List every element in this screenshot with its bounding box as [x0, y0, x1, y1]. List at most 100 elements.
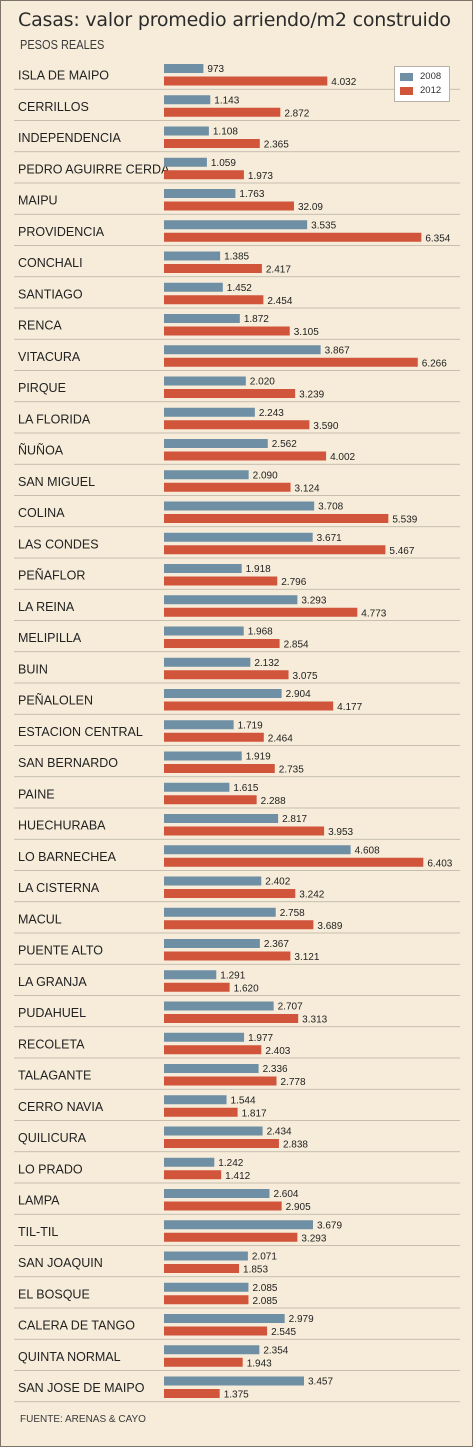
bar-2012-san-joaquin	[164, 1264, 240, 1273]
bar-2008-recoleta	[164, 1032, 245, 1042]
category-label-quinta-normal: QUINTA NORMAL	[18, 1350, 121, 1364]
category-label-san-jose-de-maipo: SAN JOSE DE MAIPO	[18, 1381, 145, 1395]
bar-2012-pudahuel	[164, 1014, 299, 1023]
value-label-2012-providencia: 6.354	[425, 233, 450, 244]
value-label-2008-isla-de-maipo: 973	[207, 64, 224, 75]
category-label-quilicura: QUILICURA	[18, 1131, 87, 1145]
bar-2012-nunoa	[164, 451, 327, 461]
value-label-2008-buin: 2.132	[254, 658, 279, 669]
bar-2012-quilicura	[164, 1139, 279, 1148]
value-label-2012-penaflor: 2.796	[281, 577, 306, 588]
bar-2012-melipilla	[164, 639, 280, 648]
value-label-2012-lo-prado: 1.412	[225, 1171, 250, 1182]
bar-2008-nunoa	[164, 439, 268, 448]
bar-2008-pudahuel	[164, 1001, 274, 1011]
value-label-2012-cerrillos: 2.872	[284, 108, 309, 119]
source-note: FUENTE: ARENAS & CAYO	[20, 1414, 146, 1425]
bar-2008-macul	[164, 907, 276, 917]
bar-2012-recoleta	[164, 1045, 262, 1055]
bar-2012-san-bernardo	[164, 764, 275, 773]
value-label-2008-cerrillos: 1.143	[214, 95, 239, 106]
bar-2008-la-granja	[164, 970, 217, 980]
value-label-2012-macul: 3.689	[317, 921, 342, 932]
legend-label-2012: 2012	[420, 85, 442, 96]
category-label-la-florida: LA FLORIDA	[18, 412, 91, 426]
value-label-2012-independencia: 2.365	[264, 140, 289, 151]
bar-2012-las-condes	[164, 545, 386, 555]
bar-2008-pedro-aguirre-cerda	[164, 157, 207, 167]
value-label-2008-pedro-aguirre-cerda: 1.059	[211, 158, 236, 169]
bar-2008-san-miguel	[164, 470, 249, 480]
category-label-colina: COLINA	[18, 506, 65, 520]
bar-2008-pirque	[164, 376, 246, 386]
value-label-2008-pirque: 2.020	[250, 377, 275, 388]
bar-2012-conchali	[164, 264, 262, 273]
category-label-talagante: TALAGANTE	[18, 1069, 91, 1083]
bar-2012-providencia	[164, 232, 422, 242]
bar-2012-renca	[164, 326, 290, 336]
bar-2012-vitacura	[164, 357, 418, 367]
value-label-2008-la-florida: 2.243	[259, 408, 284, 419]
bar-2012-san-jose-de-maipo	[164, 1389, 220, 1398]
bar-2012-maipu	[164, 201, 294, 211]
value-label-2012-quinta-normal: 1.943	[247, 1358, 272, 1369]
bar-2012-la-cisterna	[164, 889, 296, 898]
value-label-2012-lo-barnechea: 6.403	[427, 858, 452, 869]
category-label-independencia: INDEPENDENCIA	[18, 131, 121, 145]
bar-2012-penalolen	[164, 701, 334, 711]
bar-2008-lo-barnechea	[164, 845, 351, 855]
value-label-2012-cerro-navia: 1.817	[242, 1108, 267, 1119]
value-label-2008-san-miguel: 2.090	[253, 470, 278, 481]
bar-2012-el-bosque	[164, 1295, 249, 1305]
bar-2008-isla-de-maipo	[164, 64, 204, 73]
bar-2008-cerrillos	[164, 95, 211, 105]
value-label-2012-penalolen: 4.177	[337, 702, 362, 713]
bar-2012-la-florida	[164, 420, 310, 430]
value-label-2008-la-granja: 1.291	[220, 970, 245, 981]
value-label-2008-la-cisterna: 2.402	[265, 877, 290, 888]
bar-2012-colina	[164, 514, 389, 523]
value-label-2008-pudahuel: 2.707	[278, 1002, 303, 1013]
bar-2008-las-condes	[164, 532, 313, 542]
bar-2012-huechuraba	[164, 826, 325, 836]
chart-title: Casas: valor promedio arriendo/m2 constr…	[18, 9, 451, 31]
value-label-2008-estacion-central: 1.719	[238, 720, 263, 731]
value-label-2008-cerro-navia: 1.544	[231, 1095, 256, 1106]
value-label-2012-san-jose-de-maipo: 1.375	[224, 1390, 249, 1401]
bar-2008-la-cisterna	[164, 876, 262, 886]
value-label-2012-til-til: 3.293	[301, 1233, 326, 1244]
category-label-san-joaquin: SAN JOAQUIN	[18, 1256, 103, 1270]
value-label-2008-san-jose-de-maipo: 3.457	[308, 1377, 333, 1388]
category-label-penalolen: PEÑALOLEN	[18, 694, 93, 708]
value-label-2008-macul: 2.758	[280, 908, 305, 919]
bar-2008-quilicura	[164, 1126, 263, 1136]
category-label-recoleta: RECOLETA	[18, 1037, 85, 1051]
category-label-pedro-aguirre-cerda: PEDRO AGUIRRE CERDA	[18, 162, 170, 176]
value-label-2012-recoleta: 2.403	[265, 1046, 290, 1057]
value-label-2012-melipilla: 2.854	[284, 640, 309, 651]
category-label-la-granja: LA GRANJA	[18, 975, 87, 989]
value-label-2008-quinta-normal: 2.354	[263, 1345, 288, 1356]
category-label-puente-alto: PUENTE ALTO	[18, 944, 103, 958]
bar-2008-independencia	[164, 126, 209, 136]
category-label-vitacura: VITACURA	[18, 350, 81, 364]
value-label-2012-renca: 3.105	[294, 327, 319, 338]
value-label-2008-providencia: 3.535	[311, 220, 336, 231]
bar-2012-la-granja	[164, 982, 230, 992]
legend-swatch-2008	[400, 73, 413, 81]
value-label-2008-vitacura: 3.867	[325, 345, 350, 356]
value-label-2012-las-condes: 5.467	[389, 546, 414, 557]
value-label-2008-nunoa: 2.562	[272, 439, 297, 450]
category-label-pudahuel: PUDAHUEL	[18, 1006, 86, 1020]
value-label-2012-lampa: 2.905	[286, 1202, 311, 1213]
category-label-melipilla: MELIPILLA	[18, 631, 82, 645]
value-label-2012-paine: 2.288	[261, 796, 286, 807]
bar-2008-penaflor	[164, 564, 242, 573]
category-label-til-til: TIL-TIL	[18, 1225, 58, 1239]
value-label-2008-san-joaquin: 2.071	[252, 1252, 277, 1263]
bar-2012-lo-prado	[164, 1170, 222, 1180]
category-label-macul: MACUL	[18, 912, 62, 926]
value-label-2012-el-bosque: 2.085	[252, 1296, 277, 1307]
category-label-isla-de-maipo: ISLA DE MAIPO	[18, 69, 109, 83]
